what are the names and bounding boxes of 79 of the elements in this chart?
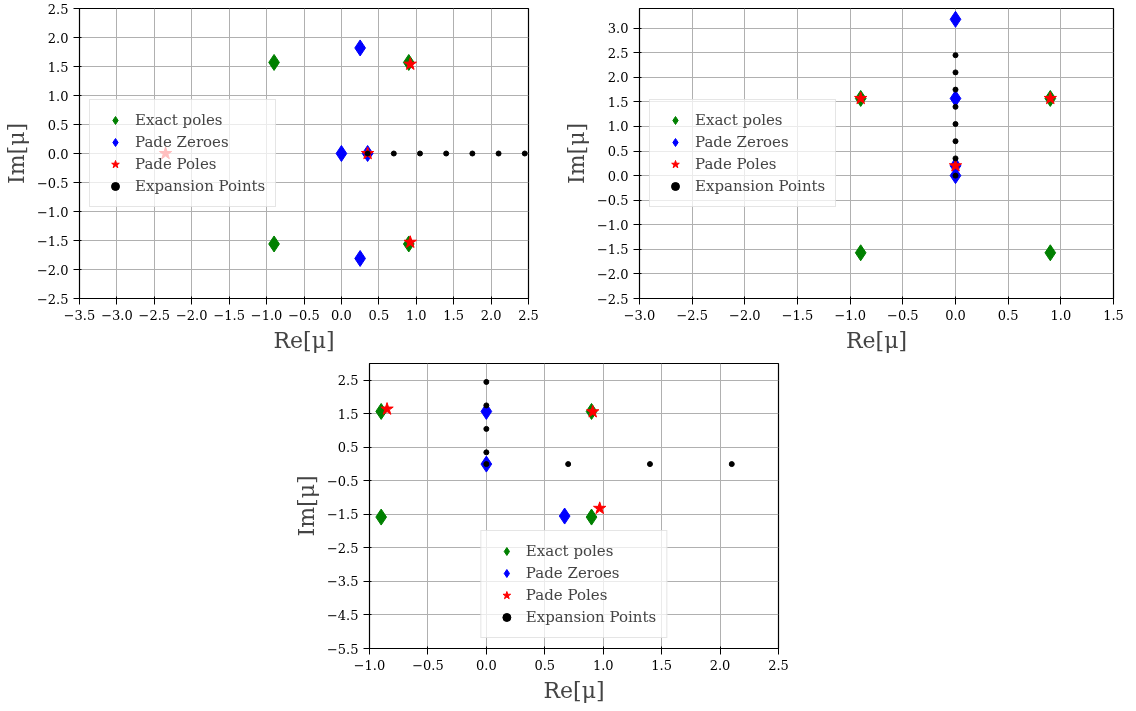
y-axis-title: Im[μ] xyxy=(563,122,589,185)
legend-label: Exact poles xyxy=(525,542,614,560)
x-tick-label: 1.5 xyxy=(443,307,465,323)
y-tick-label: −1.5 xyxy=(326,507,359,523)
x-tick-label: 0.0 xyxy=(476,657,497,673)
y-tick-label: 2.5 xyxy=(47,1,69,17)
y-tick-label: −0.5 xyxy=(326,473,359,489)
y-tick-label: 2.0 xyxy=(607,70,629,86)
x-tick-label: 0.5 xyxy=(534,657,556,673)
legend-label: Exact poles xyxy=(695,111,783,129)
x-tick-label: 2.5 xyxy=(518,307,539,323)
x-tick-label: −2.5 xyxy=(676,307,708,323)
legend-label: Pade Zeroes xyxy=(135,133,229,151)
legend-label: Pade Poles xyxy=(525,586,608,604)
x-tick-label: −2.5 xyxy=(138,307,171,323)
y-tick-label: −3.5 xyxy=(326,574,359,590)
y-tick-label: −1.5 xyxy=(596,242,629,258)
x-tick-label: 0.5 xyxy=(997,307,1019,323)
y-tick-label: −1.0 xyxy=(596,217,629,233)
x-tick-label: −3.0 xyxy=(623,307,656,323)
x-axis-title: Re[μ] xyxy=(273,327,335,353)
x-tick-label: 1.0 xyxy=(405,307,427,323)
x-tick-label: −1.0 xyxy=(834,307,866,323)
y-tick-label: 0.5 xyxy=(337,440,359,456)
legend-label: Pade Zeroes xyxy=(525,564,620,582)
x-tick-label: −3.5 xyxy=(63,307,96,323)
y-tick-label: −2.5 xyxy=(326,540,359,556)
y-tick-label: 0.5 xyxy=(47,117,69,133)
y-tick-label: 0.0 xyxy=(607,168,629,184)
x-tick-label: −0.5 xyxy=(412,657,444,673)
legend-label: Pade Zeroes xyxy=(695,133,789,151)
x-tick-label: −2.0 xyxy=(175,307,208,323)
legend-label: Expansion Points xyxy=(525,608,657,626)
y-tick-label: 1.5 xyxy=(47,59,69,75)
y-tick-label: −0.5 xyxy=(36,175,69,191)
x-tick-label: 2.0 xyxy=(480,307,502,323)
y-tick-label: 1.5 xyxy=(337,406,359,422)
y-tick-label: −0.5 xyxy=(596,193,629,209)
x-tick-label: −1.0 xyxy=(353,657,386,673)
x-tick-label: −0.5 xyxy=(887,307,919,323)
x-tick-label: 2.5 xyxy=(768,657,789,673)
x-tick-label: −2.0 xyxy=(729,307,761,323)
x-tick-label: −0.5 xyxy=(288,307,320,323)
y-tick-label: −2.0 xyxy=(36,262,69,278)
y-tick-label: 2.0 xyxy=(47,30,69,46)
x-tick-label: 1.5 xyxy=(651,657,672,673)
y-tick-label: 3.0 xyxy=(607,21,629,37)
x-tick-label: 0.0 xyxy=(945,307,966,323)
x-tick-label: −3.0 xyxy=(101,307,133,323)
x-tick-label: 2.0 xyxy=(709,657,731,673)
x-tick-label: 1.0 xyxy=(1050,307,1072,323)
y-axis-title: Im[μ] xyxy=(293,475,319,537)
y-tick-label: 2.5 xyxy=(607,45,629,61)
y-tick-label: −1.0 xyxy=(36,204,69,220)
y-tick-label: −2.5 xyxy=(36,291,69,307)
x-tick-label: 0.5 xyxy=(368,307,390,323)
x-tick-label: −1.5 xyxy=(781,307,814,323)
legend-label: Expansion Points xyxy=(695,177,826,195)
y-axis-title: Im[μ] xyxy=(3,122,29,185)
x-axis-title: Re[μ] xyxy=(845,327,908,353)
y-tick-label: 1.0 xyxy=(47,88,69,104)
x-axis-title: Re[μ] xyxy=(543,677,605,703)
y-tick-label: −2.5 xyxy=(596,291,629,307)
y-tick-label: 0.0 xyxy=(47,146,69,162)
y-tick-label: 2.5 xyxy=(337,373,359,389)
legend-label: Expansion Points xyxy=(135,177,266,195)
y-tick-label: 0.5 xyxy=(607,144,629,160)
y-tick-label: 1.5 xyxy=(607,94,629,110)
x-tick-label: −1.5 xyxy=(213,307,245,323)
y-tick-label: −2.0 xyxy=(596,266,629,282)
legend-label: Pade Poles xyxy=(695,155,777,173)
y-tick-label: −1.5 xyxy=(36,233,69,249)
legend-label: Pade Poles xyxy=(135,155,217,173)
x-tick-label: 1.5 xyxy=(1103,307,1124,323)
legend-label: Exact poles xyxy=(135,111,223,129)
y-tick-label: −5.5 xyxy=(326,641,359,657)
y-tick-label: 1.0 xyxy=(607,119,629,135)
y-tick-label: −4.5 xyxy=(326,607,359,623)
x-tick-label: −1.0 xyxy=(250,307,283,323)
